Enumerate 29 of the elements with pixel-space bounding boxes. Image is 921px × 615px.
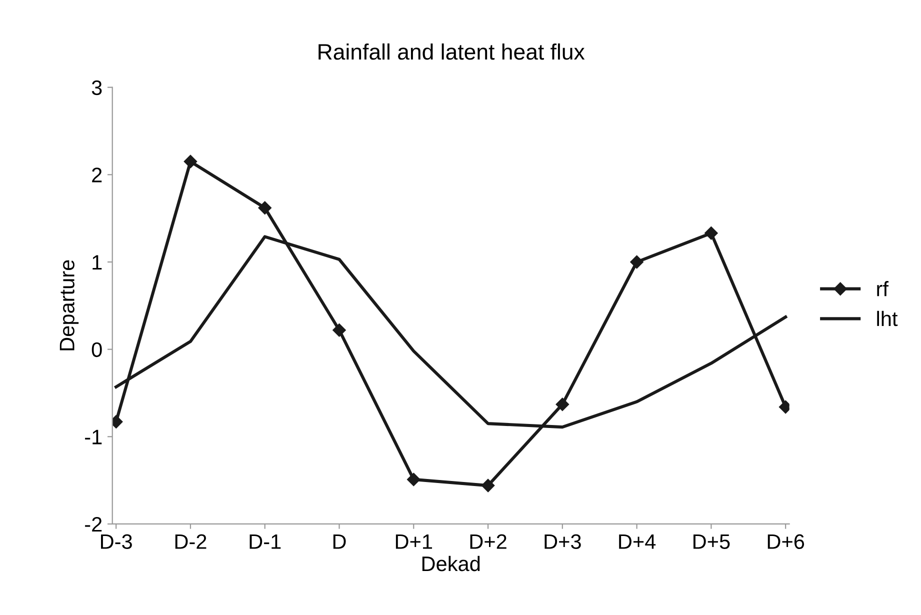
x-tick-label: D-1 xyxy=(250,534,281,549)
point xyxy=(630,255,644,269)
x-tick-label: D+5 xyxy=(694,534,730,550)
point xyxy=(481,478,495,492)
x-tick-label: D xyxy=(333,534,346,549)
point xyxy=(704,226,718,240)
point xyxy=(184,154,198,168)
x-tick-label: D+6 xyxy=(768,534,804,550)
chart-title: Rainfall and latent heat flux xyxy=(318,43,585,60)
y-tick-label: 1 xyxy=(92,255,102,270)
y-tick-label: 3 xyxy=(92,80,102,96)
x-tick-label: D+3 xyxy=(544,534,581,550)
point xyxy=(332,324,346,337)
x-tick-label: D+2 xyxy=(470,534,506,549)
x-tick-label: D-3 xyxy=(101,534,132,550)
point xyxy=(407,472,420,486)
x-axis-title: Dekad xyxy=(422,556,480,572)
x-tick-label: D+1 xyxy=(396,534,432,549)
y-tick-label: 2 xyxy=(92,168,102,182)
legend-label: lht xyxy=(877,310,898,326)
y-tick-label: -1 xyxy=(85,430,102,444)
legend-label: rf xyxy=(877,281,889,296)
point xyxy=(556,398,569,411)
y-tick-label: 0 xyxy=(92,342,102,358)
x-tick-label: D+4 xyxy=(619,534,656,549)
y-tick-label: -2 xyxy=(85,516,102,532)
y-axis-title: Departure xyxy=(60,260,79,350)
x-tick-label: D-2 xyxy=(175,534,206,549)
point xyxy=(258,201,272,214)
